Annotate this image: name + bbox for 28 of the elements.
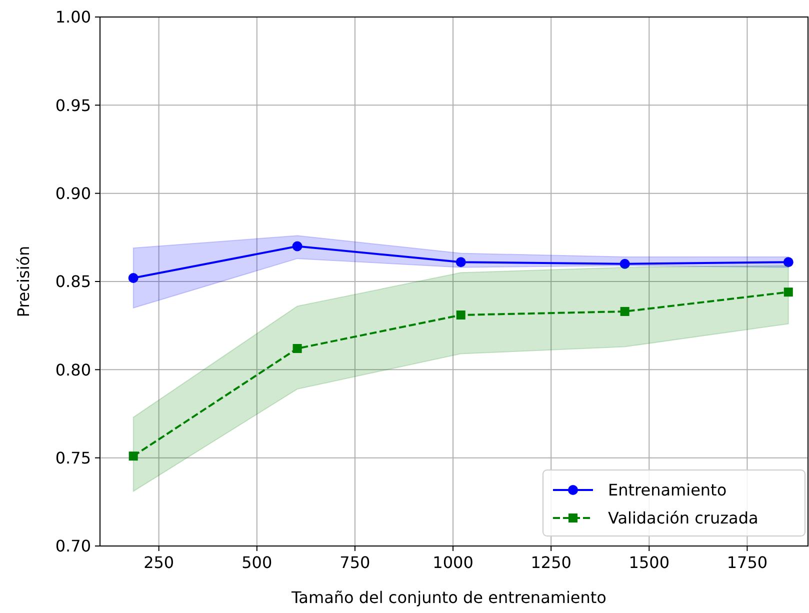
point [128, 452, 138, 461]
x-tick-label: 1750 [726, 553, 768, 572]
x-tick-label: 500 [242, 553, 272, 572]
x-tick-label: 250 [144, 553, 174, 572]
y-tick-label: 0.80 [55, 360, 91, 380]
y-tick-label: 1.00 [55, 8, 91, 27]
y-tick-label: 0.75 [55, 448, 91, 468]
x-axis-title: Tamaño del conjunto de entrenamiento [290, 588, 606, 607]
point [292, 241, 302, 252]
y-tick-label: 0.85 [55, 272, 91, 292]
point [128, 272, 138, 283]
x-tick-label: 1250 [530, 553, 572, 572]
x-tick-label: 750 [340, 553, 370, 572]
point [456, 310, 466, 320]
y-tick-label: 0.90 [55, 184, 91, 203]
point [620, 306, 630, 316]
legend-label: Entrenamiento [608, 480, 727, 500]
y-tick-label: 0.70 [55, 536, 91, 556]
x-tick-label: 1500 [628, 553, 670, 572]
y-axis-title: Precisión [14, 246, 33, 318]
point [620, 258, 630, 269]
x-tick-label: 1000 [432, 553, 474, 572]
y-tick-label: 0.95 [55, 96, 91, 115]
point [783, 257, 794, 268]
point [456, 257, 466, 268]
point [784, 288, 793, 297]
legend-label: Validación cruzada [608, 508, 758, 528]
point [292, 344, 302, 354]
